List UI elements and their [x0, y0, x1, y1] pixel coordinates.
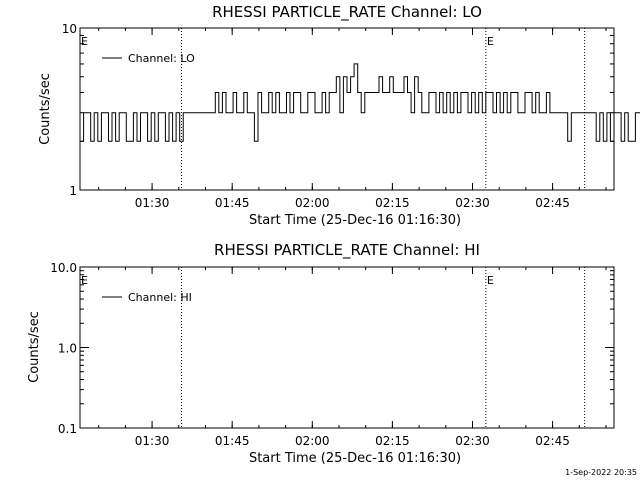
event-marker: E [487, 274, 494, 287]
y-tick-label: 10 [62, 22, 77, 36]
y-axis-label: Counts/sec [38, 73, 53, 145]
x-tick-label: 02:00 [295, 196, 330, 210]
event-marker: E [487, 35, 494, 48]
x-tick-label: 02:45 [535, 196, 570, 210]
x-tick-label: 02:00 [295, 434, 330, 448]
panel-lo: RHESSI PARTICLE_RATE Channel: LO 01:30 01:… [38, 3, 640, 228]
y-tick-label: 0.1 [58, 422, 77, 436]
x-tick-label: 02:15 [375, 434, 410, 448]
x-tick-label: 01:30 [135, 434, 170, 448]
event-marker: E [81, 35, 88, 48]
chart-title: RHESSI PARTICLE_RATE Channel: HI [214, 241, 480, 260]
y-tick-label: 10.0 [50, 261, 77, 275]
y-tick-label: 1 [69, 184, 77, 198]
legend-entry: Channel: LO [128, 52, 195, 65]
x-tick-label: 01:45 [215, 434, 250, 448]
x-tick-label: 02:45 [535, 434, 570, 448]
x-axis-label: Start Time (25-Dec-16 01:16:30) [249, 213, 461, 228]
y-tick-label: 1.0 [58, 342, 77, 356]
x-tick-label: 01:45 [215, 196, 250, 210]
panel-hi: RHESSI PARTICLE_RATE Channel: HI 01:30 01:… [27, 241, 615, 466]
legend-entry: Channel: HI [128, 291, 192, 304]
x-tick-label: 02:15 [375, 196, 410, 210]
event-marker: E [81, 274, 88, 287]
x-tick-label: 02:30 [455, 434, 490, 448]
timestamp: 1-Sep-2022 20:35 [565, 468, 637, 477]
chart-title: RHESSI PARTICLE_RATE Channel: LO [212, 3, 482, 22]
x-tick-label: 01:30 [135, 196, 170, 210]
x-tick-label: 02:30 [455, 196, 490, 210]
plot-frame [79, 27, 615, 191]
series-line-lo [80, 63, 640, 142]
x-axis-label: Start Time (25-Dec-16 01:16:30) [249, 451, 461, 466]
y-axis-label: Counts/sec [27, 311, 42, 383]
